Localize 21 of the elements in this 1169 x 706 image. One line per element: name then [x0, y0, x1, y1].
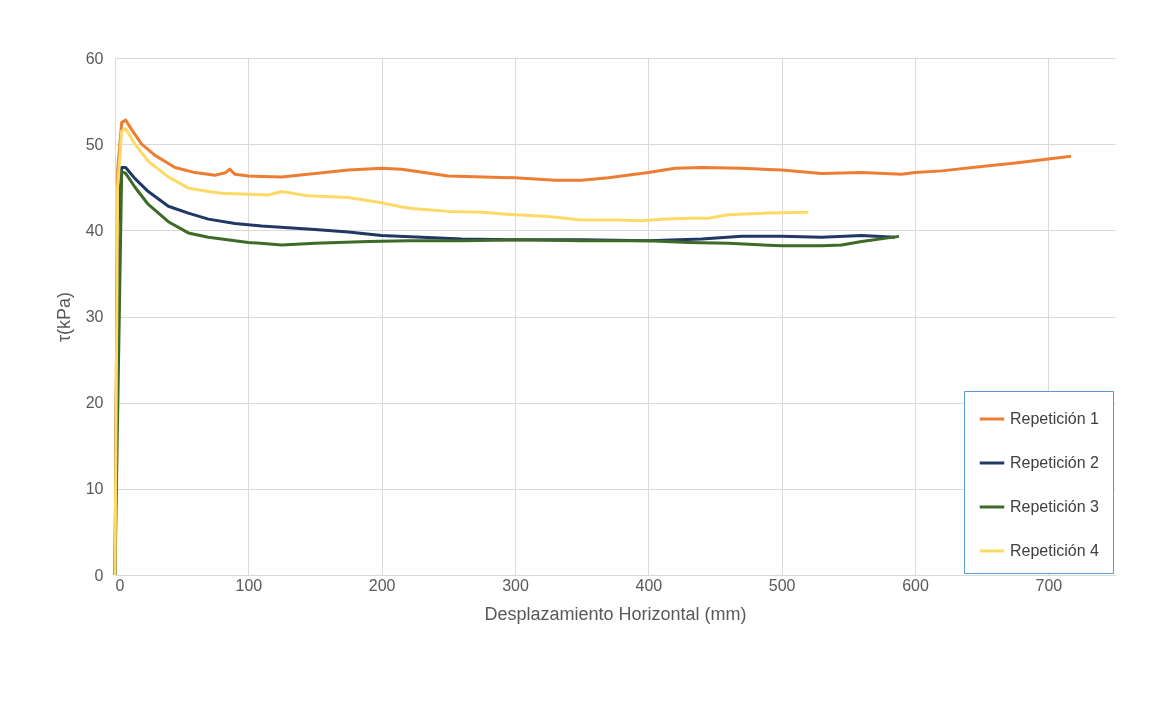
- y-tick-label: 10: [85, 480, 104, 498]
- y-tick-label: 30: [85, 308, 104, 325]
- y-tick-label: 50: [85, 135, 104, 153]
- x-tick-label: 600: [902, 576, 929, 594]
- x-tick-label: 300: [502, 576, 529, 594]
- y-axis-title: τ(kPa): [53, 291, 74, 343]
- legend-label: Repetición 3: [1010, 498, 1100, 515]
- y-tick-label: 20: [85, 394, 104, 412]
- x-tick-label: 500: [768, 576, 796, 594]
- x-tick-label: 700: [1035, 576, 1063, 594]
- line-series: [113, 127, 810, 577]
- x-axis-title: Desplazamiento Horizontal (mm): [484, 603, 747, 624]
- legend-label: Repetición 1: [1010, 410, 1100, 427]
- x-tick-label: 400: [635, 576, 663, 594]
- y-tick-label: 40: [85, 221, 104, 239]
- y-tick-label: 60: [85, 49, 104, 67]
- x-tick-label: 0: [115, 576, 125, 594]
- x-tick-label: 200: [368, 576, 396, 594]
- x-tick-label: 100: [235, 576, 263, 594]
- legend-label: Repetición 4: [1010, 542, 1100, 559]
- legend-label: Repetición 2: [1010, 454, 1100, 471]
